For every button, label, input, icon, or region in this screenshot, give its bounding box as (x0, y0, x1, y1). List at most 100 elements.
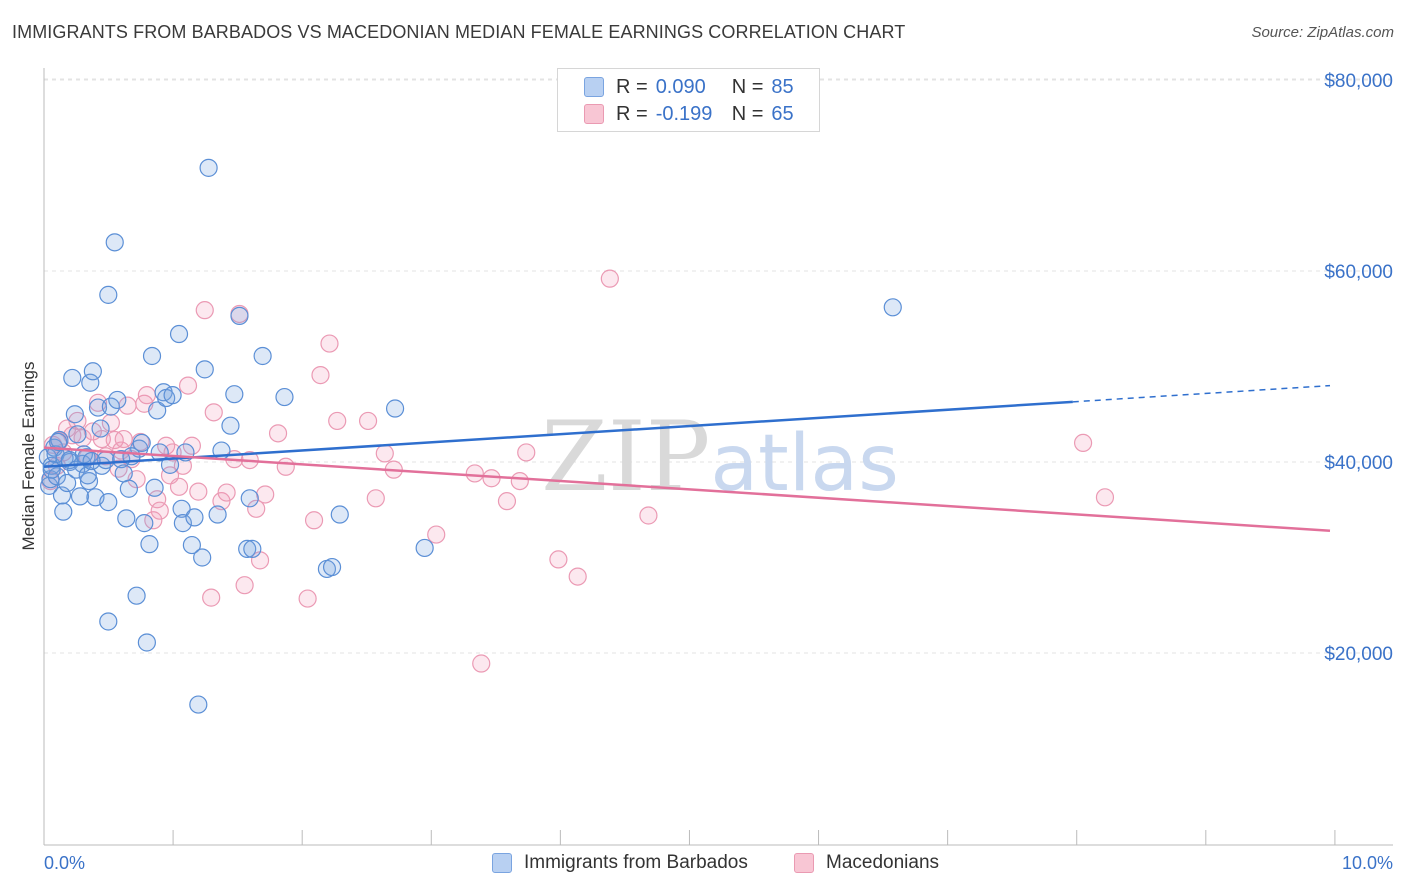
macedonians-point (549, 550, 568, 569)
barbados-point (99, 285, 118, 304)
x-tick-label-max: 10.0% (1342, 853, 1393, 873)
barbados-point (58, 473, 77, 493)
barbados-point (275, 387, 294, 407)
barbados-point (189, 695, 208, 714)
macedonians-point (465, 464, 484, 483)
barbados-point (78, 466, 97, 485)
legend-swatch-blue (584, 77, 604, 97)
legend-r-value: -0.199 (655, 102, 713, 125)
y-tick-label: $80,000 (1324, 71, 1393, 92)
trend-lines (43, 384, 1331, 533)
macedonians-point (472, 654, 491, 673)
barbados-point (225, 385, 244, 404)
macedonians-point (510, 472, 529, 491)
barbados-point (79, 472, 99, 491)
barbados-point (127, 586, 146, 605)
macedonians-point (328, 411, 347, 431)
barbados-point (108, 390, 127, 410)
y-axis-label: Median Female Earnings (19, 362, 38, 551)
barbados-point (135, 514, 154, 533)
macedonians-point (268, 424, 288, 443)
macedonians-point (1073, 433, 1093, 452)
barbados-point (132, 433, 151, 452)
legend-swatch-pink (584, 104, 604, 124)
barbados-point (105, 233, 124, 252)
barbados-trend-extension (1072, 384, 1331, 403)
barbados-point (119, 479, 138, 498)
barbados-point (83, 362, 102, 381)
macedonians-point (235, 576, 254, 595)
macedonians-point (639, 506, 658, 525)
chart-title: IMMIGRANTS FROM BARBADOS VS MACEDONIAN M… (12, 22, 906, 42)
barbados-point (91, 419, 110, 438)
macedonians-point (358, 411, 378, 431)
bottom-legend-label-macedonians: Macedonians (826, 852, 940, 873)
macedonians-point (137, 386, 156, 405)
macedonians-point (256, 485, 275, 504)
barbados-point (54, 502, 73, 521)
y-tick-label: $60,000 (1324, 262, 1393, 283)
macedonians-point (178, 376, 198, 395)
barbados-point (182, 535, 201, 555)
barbados-point (185, 508, 204, 527)
macedonians-point (202, 588, 221, 607)
macedonians-point (148, 490, 167, 509)
barbados-point (81, 373, 100, 392)
barbados-point (169, 324, 189, 344)
barbados-point (70, 487, 90, 506)
barbados-point (193, 548, 212, 567)
macedonians-point (427, 525, 446, 544)
macedonians-point (276, 457, 295, 476)
barbados-trend-line (43, 400, 1073, 469)
barbados-point (99, 612, 118, 631)
macedonians-point (217, 483, 236, 502)
barbados-point (142, 346, 162, 366)
barbados-point (221, 416, 240, 435)
macedonians-point (320, 334, 339, 353)
barbados-point (137, 633, 156, 652)
barbados-point (163, 386, 182, 405)
barbados-point (172, 499, 191, 518)
barbados-point (240, 489, 259, 508)
legend-r-label: R = (616, 102, 648, 125)
tick-labels: $20,000 $40,000 $60,000 $80,000 0.0% 10.0% (44, 71, 1393, 873)
macedonians-trend-line (43, 446, 1331, 533)
barbados-point (322, 557, 342, 577)
barbados-point (117, 509, 136, 528)
gridlines (44, 78, 1393, 654)
barbados-point (88, 398, 108, 417)
barbados-point (195, 360, 214, 379)
macedonians-point (212, 492, 231, 511)
barbados-point (65, 405, 84, 424)
macedonians-point (204, 403, 223, 422)
barbados-point (330, 505, 349, 524)
macedonians-point (517, 443, 536, 462)
barbados-point (101, 397, 120, 416)
x-tick-label-min: 0.0% (44, 853, 85, 873)
legend-n-value: 65 (771, 102, 794, 125)
barbados-point (49, 432, 68, 452)
macedonians-point (304, 511, 324, 530)
legend-row-barbados: R = 0.090 N = 85 (584, 75, 794, 99)
bottom-legend-macedonians: Macedonians (794, 852, 939, 874)
macedonians-point (311, 365, 330, 385)
macedonians-point (482, 469, 501, 488)
barbados-point (140, 535, 159, 554)
barbados-point (883, 298, 902, 317)
macedonians-point (1095, 488, 1115, 507)
macedonians-point (375, 444, 394, 463)
barbados-point (173, 514, 192, 533)
macedonians-point (195, 301, 214, 320)
barbados-point (243, 539, 262, 559)
macedonians-point (247, 499, 266, 518)
y-tick-label: $20,000 (1324, 644, 1393, 665)
macedonians-point (298, 589, 317, 608)
correlation-legend: R = 0.090 N = 85 R = -0.199 N = 65 (557, 68, 820, 132)
barbados-point (148, 401, 167, 420)
barbados-point (208, 505, 227, 524)
legend-r-value: 0.090 (655, 75, 706, 98)
barbados-point (63, 368, 82, 388)
legend-n-label: N = (731, 75, 764, 98)
macedonians-point (114, 429, 133, 449)
